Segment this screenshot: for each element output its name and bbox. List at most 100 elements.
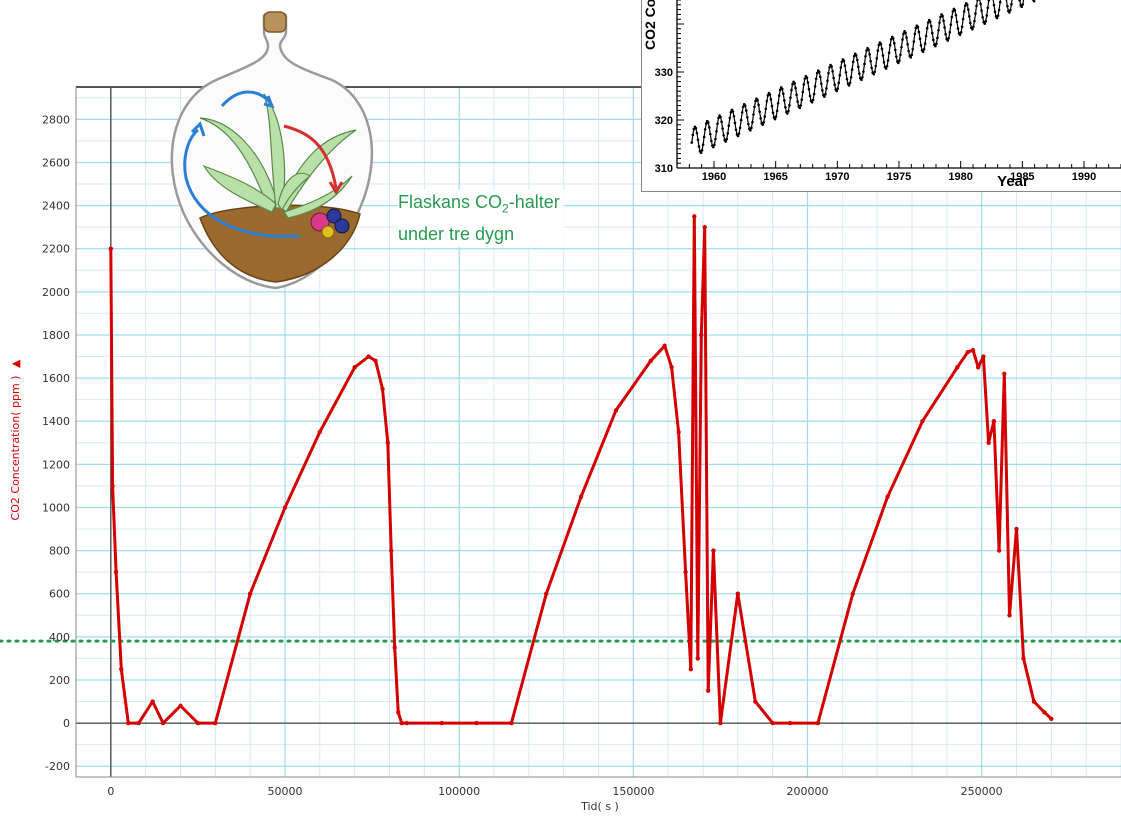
inset-data-point	[850, 68, 854, 71]
inset-data-point	[902, 32, 905, 36]
inset-data-point	[847, 84, 851, 87]
data-point	[692, 214, 697, 219]
inset-data-point	[747, 122, 750, 126]
inset-series-line	[691, 0, 1036, 154]
inset-data-point	[833, 83, 836, 87]
inset-data-point	[843, 64, 847, 67]
y-axis-title: CO2 Concentration( ppm ) ▲	[9, 359, 22, 520]
inset-data-point	[934, 44, 937, 48]
inset-data-point	[898, 59, 901, 62]
inset-data-point	[800, 98, 804, 102]
inset-data-point	[789, 96, 792, 99]
y-tick-label: 2400	[42, 200, 70, 213]
data-point	[1031, 699, 1037, 704]
inset-data-point	[931, 31, 934, 35]
data-point	[1014, 526, 1019, 532]
inset-data-point	[757, 103, 760, 107]
data-point	[970, 347, 976, 353]
inset-data-point	[777, 94, 781, 97]
inset-x-tick-label: 1990	[1072, 171, 1096, 183]
inset-data-point	[704, 122, 708, 125]
data-point	[136, 720, 141, 726]
inset-y-tick-label: 320	[655, 115, 673, 127]
inset-data-point	[729, 111, 733, 114]
inset-data-point	[963, 4, 967, 7]
inset-data-point	[948, 31, 952, 34]
data-point	[126, 720, 131, 726]
inset-data-point	[844, 71, 848, 74]
inset-x-tick-label: 1965	[763, 171, 787, 183]
inset-data-point	[835, 89, 839, 93]
data-point	[613, 408, 619, 413]
inset-data-point	[823, 95, 826, 98]
inset-data-point	[749, 128, 752, 132]
inset-data-point	[808, 94, 812, 98]
inset-data-point	[862, 70, 865, 73]
inset-data-point	[798, 106, 802, 110]
annotation-line-2: under tre dygn	[398, 223, 515, 244]
data-point	[787, 720, 793, 726]
inset-data-point	[805, 76, 809, 79]
data-point	[850, 591, 855, 596]
inset-data-point	[737, 132, 741, 135]
inset-data-point	[790, 88, 793, 92]
inset-data-point	[888, 43, 892, 47]
data-point	[662, 343, 667, 348]
inset-data-point	[839, 66, 843, 69]
inset-data-point	[778, 88, 782, 92]
inset-data-point	[733, 121, 737, 125]
inset-data-point	[971, 27, 974, 31]
inset-data-point	[925, 26, 929, 30]
inset-data-point	[911, 47, 915, 51]
mauna-loa-inset-chart: 310 320 330 1960 1965 1970 1975 1980 1985 1990 Y…	[641, 0, 1121, 192]
data-point	[676, 429, 681, 435]
data-point	[380, 386, 385, 392]
inset-data-point	[892, 41, 896, 45]
inset-data-point	[979, 2, 982, 6]
inset-data-point	[937, 28, 940, 32]
inset-data-point	[865, 49, 868, 52]
inset-data-point	[724, 140, 728, 143]
inset-data-point	[873, 70, 877, 74]
inset-data-point	[917, 30, 921, 34]
data-point	[683, 569, 688, 575]
inset-data-point	[722, 133, 725, 137]
inset-data-point	[761, 123, 765, 126]
flask-cork	[263, 11, 287, 33]
inset-x-tick-labels: 1960 1965 1970 1975 1980 1985 1990	[702, 171, 1096, 183]
y-tick-label: 200	[49, 674, 70, 687]
data-point	[113, 569, 119, 575]
inset-data-point	[821, 89, 824, 92]
inset-axes	[676, 0, 1121, 169]
inset-data-point	[926, 21, 930, 24]
inset-data-point	[855, 58, 859, 62]
inset-data-point	[889, 38, 893, 41]
inset-data-point	[868, 53, 871, 56]
data-point	[706, 688, 711, 693]
inset-data-point	[709, 132, 712, 136]
inset-data-point	[702, 135, 706, 139]
inset-data-point	[973, 19, 976, 23]
y-tick-label: 400	[49, 631, 70, 644]
inset-data-point	[951, 9, 955, 13]
data-point	[1021, 656, 1026, 661]
inset-data-point	[881, 54, 885, 57]
inset-data-point	[916, 25, 920, 29]
inset-data-point	[751, 120, 754, 124]
inset-data-point	[966, 8, 970, 11]
inset-y-axis-title: CO2 Concentration	[642, 0, 658, 50]
inset-data-point	[918, 37, 922, 41]
inset-data-point	[781, 92, 785, 96]
y-axis-title-text: CO2 Concentration( ppm )	[9, 376, 22, 521]
inset-data-point	[758, 110, 761, 113]
inset-data-point	[766, 94, 770, 97]
inset-data-point	[1009, 8, 1012, 12]
data-point	[975, 365, 981, 370]
inset-data-point	[886, 59, 890, 62]
inset-data-point	[864, 54, 867, 58]
data-point	[986, 440, 991, 445]
inset-data-point	[876, 49, 880, 52]
inset-data-point	[788, 104, 791, 107]
x-tick-label: 100000	[438, 785, 480, 798]
data-point	[996, 548, 1002, 553]
